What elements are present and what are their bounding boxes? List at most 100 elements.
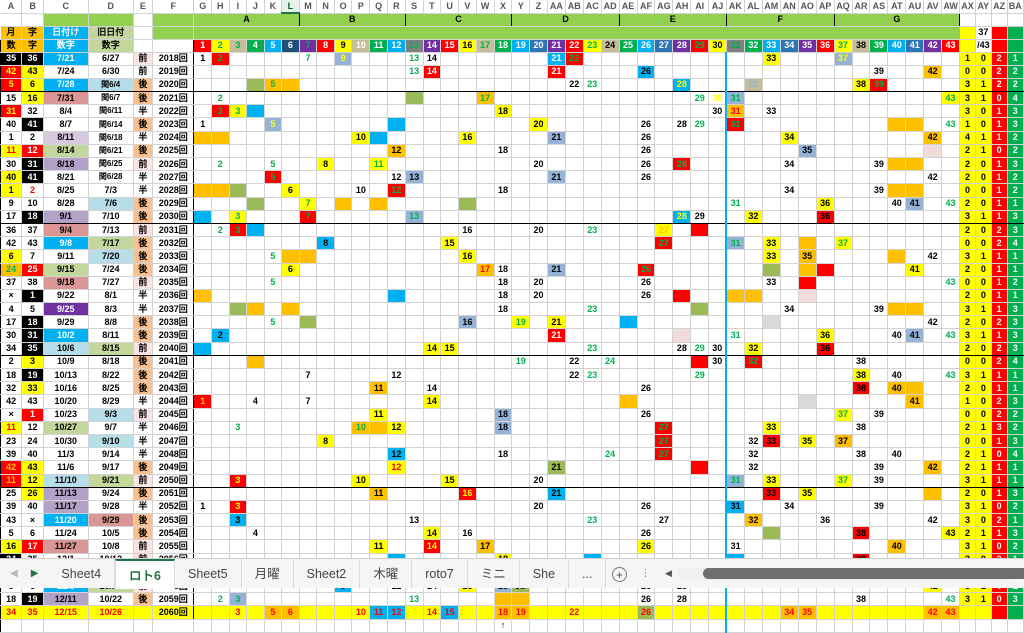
- cell-n16[interactable]: [458, 170, 477, 185]
- cell-n23[interactable]: [582, 355, 602, 370]
- cell-n43[interactable]: [941, 144, 961, 159]
- cell-n14[interactable]: 14: [423, 381, 442, 396]
- stat-count-az[interactable]: 1: [991, 131, 1008, 145]
- cell-n32[interactable]: [744, 539, 763, 554]
- table-row[interactable]: 36 37 9/4 7/13 前 2031回 2 3 16 20 23 27 2 0 2 3: [0, 223, 1024, 238]
- table-row[interactable]: 16 17 11/27 10/8 前 2055回 11 14 17 26 31 40 3 1 0 2: [0, 539, 1024, 554]
- cell-n28[interactable]: [672, 170, 692, 185]
- cell-n15[interactable]: [440, 289, 460, 304]
- cell-n19[interactable]: [511, 236, 531, 251]
- cell-n3[interactable]: [229, 249, 248, 264]
- cell-n34[interactable]: [780, 117, 799, 132]
- cell-n19[interactable]: [511, 328, 531, 343]
- row-date[interactable]: 10/16: [43, 381, 89, 396]
- cell-n31[interactable]: [725, 447, 745, 462]
- cell-n22[interactable]: [565, 500, 584, 515]
- cell-n12[interactable]: 12: [387, 170, 406, 185]
- cell-n36[interactable]: [816, 381, 835, 396]
- stat-count-ba[interactable]: 2: [1007, 408, 1024, 422]
- cell-n14[interactable]: [423, 500, 442, 515]
- cell-n37[interactable]: [833, 605, 853, 620]
- row-char-number[interactable]: 32: [21, 104, 44, 119]
- cell-n35[interactable]: 35: [798, 434, 817, 449]
- cell-n27[interactable]: [654, 619, 674, 633]
- cell-n22[interactable]: [565, 328, 584, 343]
- row-char-number[interactable]: 12: [21, 421, 44, 435]
- row-date[interactable]: 9/4: [43, 223, 89, 238]
- row-draw-number[interactable]: 2046回: [152, 421, 195, 435]
- stat-count-ax[interactable]: 4: [959, 131, 976, 145]
- cell-n11[interactable]: [369, 526, 388, 541]
- cell-n39[interactable]: [869, 605, 889, 620]
- cell-n37[interactable]: [833, 263, 853, 277]
- cell-n43[interactable]: [941, 170, 961, 185]
- cell-n43[interactable]: [941, 65, 961, 79]
- cell-n26[interactable]: 26: [637, 408, 656, 422]
- stat-count-az[interactable]: 2: [991, 513, 1008, 528]
- cell-n31[interactable]: [725, 315, 745, 330]
- cell-n5[interactable]: [264, 592, 283, 607]
- cell-n3[interactable]: [229, 144, 248, 159]
- cell-n13[interactable]: [404, 117, 424, 132]
- cell-n31[interactable]: [725, 223, 745, 238]
- row-char-number[interactable]: 41: [21, 117, 44, 132]
- cell-n43[interactable]: [941, 315, 961, 330]
- cell-n37[interactable]: [833, 355, 853, 370]
- table-row[interactable]: 11 12 10/27 9/7 半 2046回 3 10 12 18 27 33 38 2 1 3 2: [0, 421, 1024, 435]
- cell-n13[interactable]: [404, 157, 424, 172]
- cell-n35[interactable]: [798, 276, 817, 290]
- cell-n31[interactable]: [725, 421, 745, 435]
- cell-n25[interactable]: [618, 315, 638, 330]
- cell-n36[interactable]: [816, 302, 835, 317]
- cell-n41[interactable]: [905, 302, 925, 317]
- number-header-18[interactable]: 18: [494, 39, 513, 53]
- cell-n2[interactable]: [211, 408, 230, 422]
- cell-n14[interactable]: [423, 210, 442, 224]
- cell-n20[interactable]: 20: [529, 276, 548, 290]
- cell-n25[interactable]: [618, 117, 638, 132]
- row-old-date[interactable]: 9/21: [88, 474, 134, 488]
- stat-count-ay[interactable]: 0: [975, 276, 992, 290]
- cell-n4[interactable]: [246, 500, 265, 515]
- cell-n20[interactable]: [529, 315, 548, 330]
- cell-n18[interactable]: [494, 368, 513, 383]
- cell-n5[interactable]: 5: [264, 170, 283, 185]
- cell-n33[interactable]: [762, 500, 781, 515]
- row-month-number[interactable]: ×: [0, 289, 23, 304]
- cell-n3[interactable]: [229, 302, 248, 317]
- cell-n10[interactable]: 10: [351, 183, 371, 198]
- cell-n17[interactable]: [476, 289, 495, 304]
- cell-n15[interactable]: [440, 144, 460, 159]
- row-period[interactable]: 半: [133, 289, 154, 304]
- cell-n21[interactable]: [547, 539, 566, 554]
- number-header-8[interactable]: 8: [316, 39, 335, 53]
- cell-n42[interactable]: [923, 157, 943, 172]
- cell-n17[interactable]: [476, 302, 495, 317]
- row-old-date[interactable]: 7/13: [88, 223, 134, 238]
- cell-n16[interactable]: 16: [458, 131, 477, 145]
- stat-count-az[interactable]: 2: [991, 65, 1008, 79]
- horizontal-scrollbar[interactable]: ◀: [659, 567, 1024, 580]
- cell-n18[interactable]: 18: [494, 263, 513, 277]
- cell-n31[interactable]: [725, 592, 745, 607]
- cell-n28[interactable]: [672, 539, 692, 554]
- cell-n29[interactable]: [690, 474, 710, 488]
- cell-n10[interactable]: [351, 65, 371, 79]
- cell-n7[interactable]: [298, 474, 318, 488]
- row-month-number[interactable]: 30: [0, 328, 23, 343]
- cell-n13[interactable]: 13: [404, 592, 424, 607]
- stat-count-ay[interactable]: 0: [975, 513, 992, 528]
- cell-n7[interactable]: [298, 315, 318, 330]
- cell-n1[interactable]: [193, 447, 213, 462]
- cell-n26[interactable]: 26: [637, 170, 656, 185]
- cell-n11[interactable]: [369, 434, 388, 449]
- cell-n9[interactable]: [334, 513, 353, 528]
- cell-n28[interactable]: [672, 183, 692, 198]
- cell-n26[interactable]: [637, 315, 656, 330]
- cell-n37[interactable]: [833, 276, 853, 290]
- cell-n40[interactable]: [887, 421, 907, 435]
- cell-n34[interactable]: [780, 170, 799, 185]
- cell-n16[interactable]: 16: [458, 315, 477, 330]
- cell-n36[interactable]: [816, 91, 835, 106]
- cell-n18[interactable]: [494, 91, 513, 106]
